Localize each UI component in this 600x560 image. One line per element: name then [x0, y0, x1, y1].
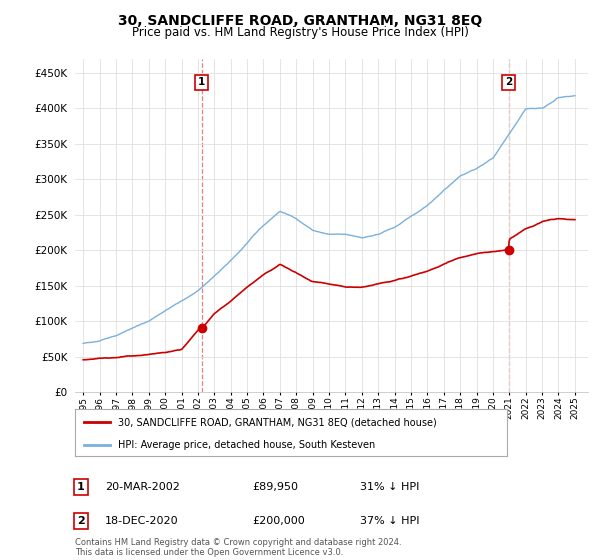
Text: 30, SANDCLIFFE ROAD, GRANTHAM, NG31 8EQ (detached house): 30, SANDCLIFFE ROAD, GRANTHAM, NG31 8EQ … — [118, 417, 437, 427]
Text: £89,950: £89,950 — [252, 482, 298, 492]
Text: 1: 1 — [77, 482, 85, 492]
Text: 1: 1 — [198, 77, 205, 87]
Text: 31% ↓ HPI: 31% ↓ HPI — [360, 482, 419, 492]
Text: HPI: Average price, detached house, South Kesteven: HPI: Average price, detached house, Sout… — [118, 440, 376, 450]
Text: 37% ↓ HPI: 37% ↓ HPI — [360, 516, 419, 526]
Text: 2: 2 — [505, 77, 512, 87]
Text: 18-DEC-2020: 18-DEC-2020 — [105, 516, 179, 526]
Text: 20-MAR-2002: 20-MAR-2002 — [105, 482, 180, 492]
Text: £200,000: £200,000 — [252, 516, 305, 526]
Text: 2: 2 — [77, 516, 85, 526]
Text: Contains HM Land Registry data © Crown copyright and database right 2024.
This d: Contains HM Land Registry data © Crown c… — [75, 538, 401, 557]
Text: Price paid vs. HM Land Registry's House Price Index (HPI): Price paid vs. HM Land Registry's House … — [131, 26, 469, 39]
Text: 30, SANDCLIFFE ROAD, GRANTHAM, NG31 8EQ: 30, SANDCLIFFE ROAD, GRANTHAM, NG31 8EQ — [118, 14, 482, 28]
